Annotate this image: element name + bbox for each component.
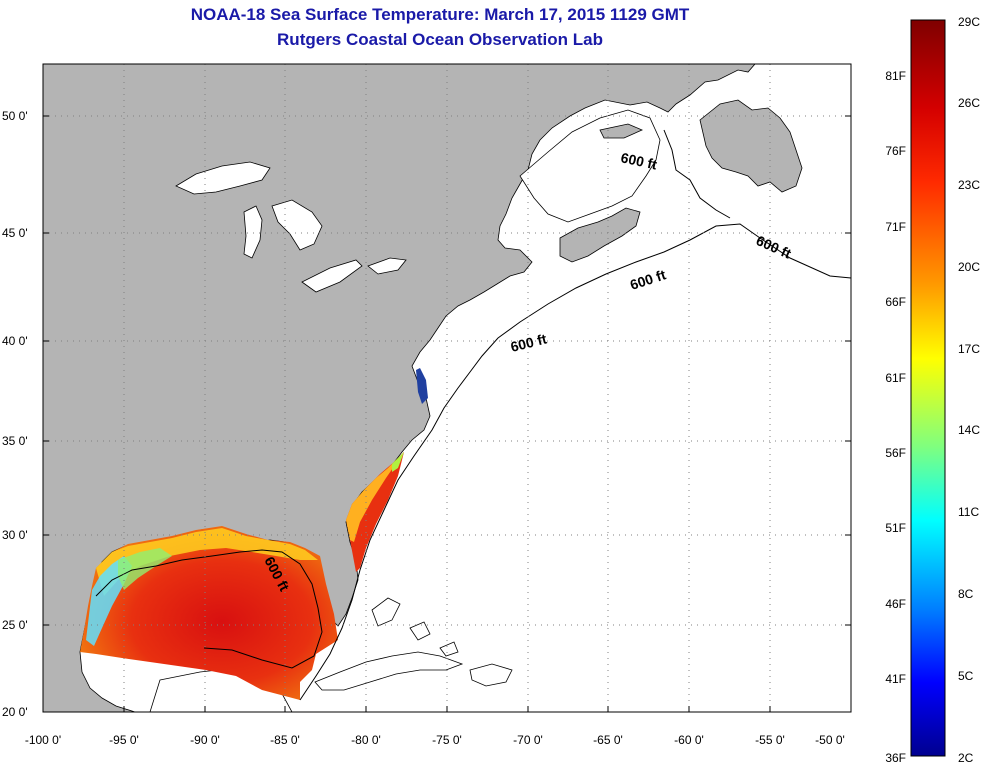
sst-swath-atlantic (346, 452, 404, 572)
gulf-st-lawrence (519, 109, 661, 223)
cb-f-81: 81F (885, 69, 906, 83)
lake-erie (301, 259, 363, 293)
lon-label-70: -70 0' (513, 733, 543, 747)
sst-swath-gulf-green (118, 548, 172, 590)
sst-swath-gulf-cool (96, 528, 318, 596)
lat-label-45: 45 0' (2, 226, 28, 240)
cb-c-20: 20C (958, 260, 980, 274)
cb-f-66: 66F (885, 295, 906, 309)
sst-swath-atlantic-green (392, 452, 404, 472)
lon-label-50: -50 0' (815, 733, 845, 747)
cb-f-61: 61F (885, 371, 906, 385)
lat-label-50: 50 0' (2, 109, 28, 123)
cb-c-17: 17C (958, 342, 980, 356)
lake-michigan (243, 205, 263, 259)
lon-label-100: -100 0' (25, 733, 61, 747)
cb-c-11: 11C (958, 505, 979, 519)
lat-label-35: 35 0' (2, 434, 28, 448)
cb-f-76: 76F (885, 144, 906, 158)
cb-f-71: 71F (885, 220, 906, 234)
cb-c-29: 29C (958, 15, 980, 29)
isobath-600ft-gulf (95, 549, 323, 669)
cb-f-51: 51F (885, 521, 906, 535)
graticule (43, 64, 851, 712)
lon-label-95: -95 0' (109, 733, 139, 747)
cb-c-23: 23C (958, 178, 980, 192)
chesapeake-bay (416, 368, 428, 404)
lat-label-40: 40 0' (2, 334, 28, 348)
land-nova-scotia (559, 207, 641, 263)
cb-f-41: 41F (885, 672, 906, 686)
map-title: NOAA-18 Sea Surface Temperature: March 1… (190, 5, 690, 24)
lat-label-20: 20 0' (2, 705, 28, 719)
cb-c-5: 5C (958, 669, 974, 683)
cb-c-14: 14C (958, 423, 980, 437)
cb-f-36: 36F (885, 751, 906, 765)
map-subtitle: Rutgers Coastal Ocean Observation Lab (277, 30, 603, 49)
lat-label-25: 25 0' (2, 618, 28, 632)
colorbar (910, 19, 946, 757)
lake-ontario (367, 257, 407, 275)
contour-label-1: 600 ft (619, 149, 658, 172)
cb-c-26: 26C (958, 96, 980, 110)
lat-label-30: 30 0' (2, 528, 28, 542)
lon-label-60: -60 0' (674, 733, 704, 747)
land-cuba (314, 651, 464, 691)
lon-label-55: -55 0' (755, 733, 785, 747)
cb-c-8: 8C (958, 587, 974, 601)
sst-swath-atlantic-cool (346, 452, 404, 542)
lake-huron (271, 199, 323, 251)
lon-label-75: -75 0' (432, 733, 462, 747)
land-hispaniola (469, 663, 513, 687)
lon-label-65: -65 0' (593, 733, 623, 747)
cb-f-46: 46F (885, 597, 906, 611)
cb-f-56: 56F (885, 446, 906, 460)
land-newfoundland (699, 99, 803, 193)
lon-label-80: -80 0' (351, 733, 381, 747)
lon-label-90: -90 0' (190, 733, 220, 747)
isobath-600ft-north (663, 129, 731, 219)
lon-label-85: -85 0' (270, 733, 300, 747)
isobath-600ft (299, 223, 851, 701)
land-bahamas (371, 597, 459, 657)
cb-c-2: 2C (958, 751, 974, 765)
frame-ticks (43, 115, 851, 712)
anticosti-island (599, 123, 643, 139)
lake-superior (175, 161, 271, 195)
